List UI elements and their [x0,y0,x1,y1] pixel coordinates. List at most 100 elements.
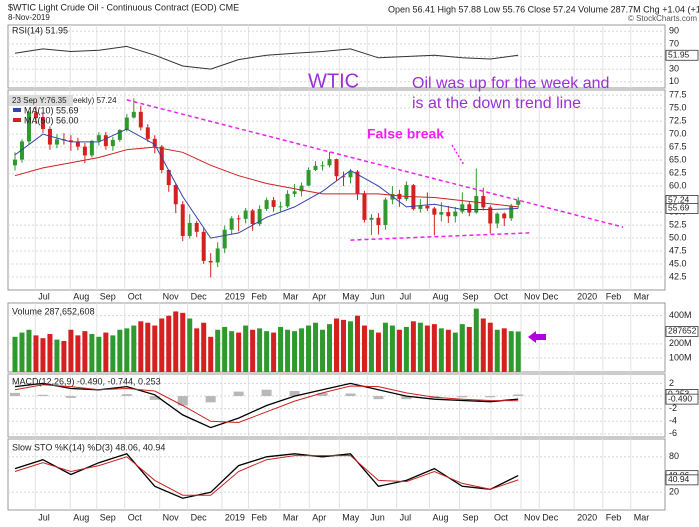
candle-body [180,204,185,236]
x-tick-label: May [342,291,360,301]
volume-bar [40,338,46,372]
candle-body [124,117,129,130]
y-tick-label: 400M [669,310,692,320]
volume-bar [480,318,486,372]
y-tick-label: 70 [669,38,679,48]
x-tick-label: Jun [370,512,385,522]
volume-bar [264,331,270,372]
macd-histogram [457,396,468,398]
volume-bar [347,321,353,372]
candle-body [439,212,444,215]
candle-body [355,171,360,194]
volume-bar [313,322,319,372]
value-badge [665,474,699,486]
legend-entry: MA(50) 56.00 [24,115,79,125]
price-legend: eekly) 57.24 [73,96,117,105]
volume-bar [19,332,25,372]
candle-body [229,218,234,230]
x-tick-label: May [342,512,360,522]
x-tick-label: Feb [606,512,622,522]
macd-histogram [177,396,188,406]
x-tick-label: Dec [542,512,559,522]
volume-bar [68,329,74,372]
value-badge [665,393,699,405]
candle-body [418,205,423,209]
candle-body [208,260,213,263]
volume-bar [243,325,249,372]
candle-body [33,112,38,119]
legend-swatch [13,118,21,122]
x-tick-label: Oct [128,291,143,301]
volume-bar [417,322,423,372]
volume-bar [494,329,500,372]
candle-body [495,213,500,224]
y-tick-label: 52.5 [669,219,687,229]
volume-bar [110,335,116,372]
x-tick-label: Jul [38,291,50,301]
x-tick-label: Feb [251,512,267,522]
candle-body [446,212,451,217]
volume-bar [278,326,284,372]
rsi-line [14,45,519,70]
x-tick-label: Feb [251,291,267,301]
volume-bar [96,336,102,372]
volume-bar [431,324,437,372]
value-badge-label: 51.95 [668,50,690,60]
x-tick-label: Sep [100,291,116,301]
candle-body [376,217,381,226]
volume-arrow [528,331,546,343]
x-tick-label: Aug [73,512,89,522]
y-tick-label: 60.0 [669,180,687,190]
x-tick-label: Mar [283,291,299,301]
volume-bar [271,332,277,372]
candle-body [131,111,136,118]
x-tick-label: Jul [400,512,412,522]
x-tick-label: Aug [432,512,448,522]
candle-body [516,200,521,205]
y-tick-label: 80 [669,451,679,461]
volume-bar [89,333,95,372]
y-tick-label: 47.5 [669,245,687,255]
candle-body [467,204,472,213]
volume-bar [54,339,60,372]
value-badge [665,326,699,337]
macd-histogram [149,396,160,400]
volume-bar [145,322,151,372]
macd-histogram [205,396,216,403]
volume-bar [501,328,507,372]
volume-bar [459,324,465,372]
x-tick-label: 2020 [577,291,597,301]
y-tick-label: 75.0 [669,103,687,113]
y-tick-label: 65.0 [669,155,687,165]
volume-bar [508,331,514,372]
candle-body [40,118,45,129]
x-tick-label: 2020 [577,512,597,522]
volume-bar [466,326,472,372]
macd-histogram [121,394,132,397]
candle-body [257,208,262,225]
volume-bar [215,329,221,372]
candle-body [110,139,115,147]
candle-body [117,130,122,140]
x-tick-label: Dec [191,291,208,301]
trend-line [126,99,624,228]
volume-bar [424,325,430,372]
volume-bar [33,335,39,372]
volume-bar [285,329,291,372]
x-tick-label: Mar [634,512,650,522]
candle-body [250,210,255,225]
annotation: Oil was up for the week and [412,75,609,92]
annotation: False break [367,126,444,142]
annotation: WTIC [308,70,359,92]
volume-bar [361,325,367,372]
x-tick-label: Nov [524,512,541,522]
x-tick-label: Jul [400,291,412,301]
candle-body [292,191,297,194]
candle-body [201,231,206,261]
candle-body [320,165,325,167]
x-tick-label: Apr [312,512,326,522]
volume-bar [152,325,158,372]
sto-d [14,455,519,496]
macd-histogram [401,396,412,400]
